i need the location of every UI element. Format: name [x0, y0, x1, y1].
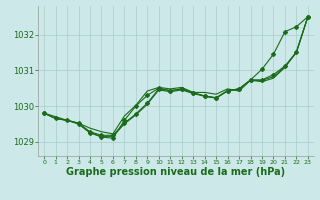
X-axis label: Graphe pression niveau de la mer (hPa): Graphe pression niveau de la mer (hPa)	[67, 167, 285, 177]
